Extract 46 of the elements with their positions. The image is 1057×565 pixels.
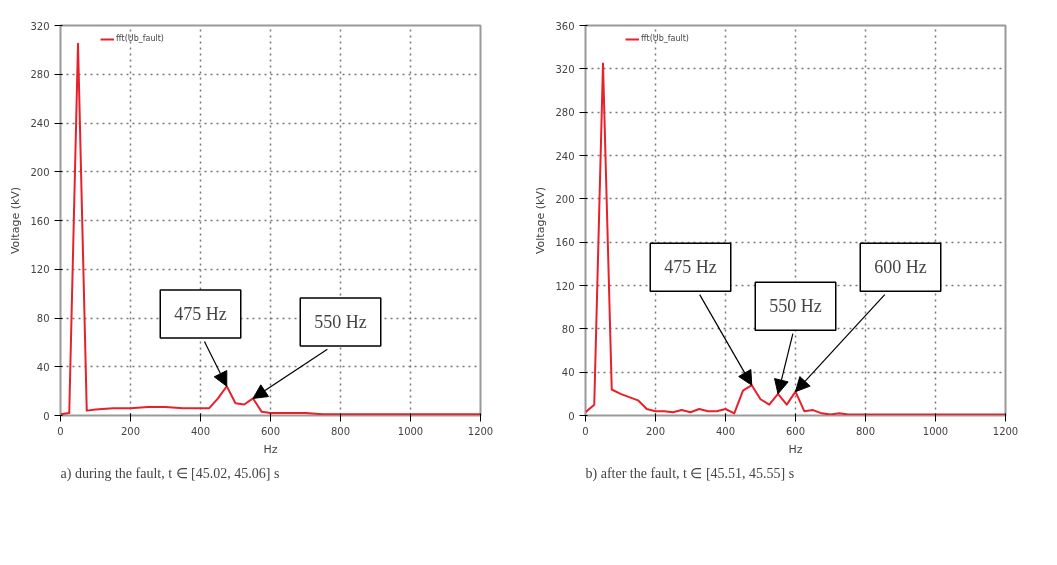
x-axis-title: Hz [263,442,278,456]
y-tick-label: 80 [561,323,575,335]
y-tick-label: 320 [30,20,50,32]
y-tick-label: 200 [30,166,50,178]
y-tick-label: 120 [30,264,50,276]
x-tick-label: 400 [715,425,736,437]
legend-label: fft(Ub_fault) [641,34,689,43]
y-tick-label: 320 [555,63,575,75]
x-tick-label: 1000 [397,425,424,437]
x-tick-label: 0 [582,425,589,437]
y-tick-label: 40 [36,361,50,373]
y-tick-label: 200 [555,193,575,205]
legend-label: fft(Ub_fault) [116,34,164,43]
x-tick-label: 1200 [467,425,494,437]
y-tick-label: 0 [43,410,50,422]
x-tick-label: 600 [785,425,806,437]
y-tick-label: 360 [555,20,575,32]
x-tick-label: 0 [57,425,64,437]
x-tick-label: 1000 [922,425,949,437]
x-tick-label: 200 [120,425,141,437]
x-tick-label: 1200 [992,425,1019,437]
x-axis-title: Hz [788,442,803,456]
y-tick-label: 160 [555,237,575,249]
annotation: 475 Hz [174,304,227,325]
y-tick-label: 80 [36,313,50,324]
x-tick-label: 800 [330,425,351,437]
annotation: 475 Hz [664,257,717,278]
y-tick-label: 240 [30,118,50,129]
y-tick-label: 280 [555,107,575,119]
y-axis-title: Voltage (kV) [9,186,23,255]
x-tick-label: 600 [260,425,281,437]
annotation: 600 Hz [874,257,927,278]
y-axis-title: Voltage (kV) [534,186,548,255]
x-tick-label: 400 [190,425,211,437]
annotation: 550 Hz [769,296,822,317]
y-tick-label: 160 [30,215,50,227]
y-tick-label: 240 [555,150,575,162]
y-tick-label: 280 [30,69,50,81]
y-tick-label: 0 [568,410,575,422]
y-tick-label: 120 [555,280,575,292]
text: a) during the fault, t ∈ [45.02, 45.06] s [60,465,280,482]
text: b) after the fault, t ∈ [45.51, 45.55] s [585,465,795,482]
annotation: 550 Hz [314,311,367,332]
y-tick-label: 40 [561,367,575,379]
x-tick-label: 800 [855,425,876,437]
x-tick-label: 200 [645,425,666,437]
